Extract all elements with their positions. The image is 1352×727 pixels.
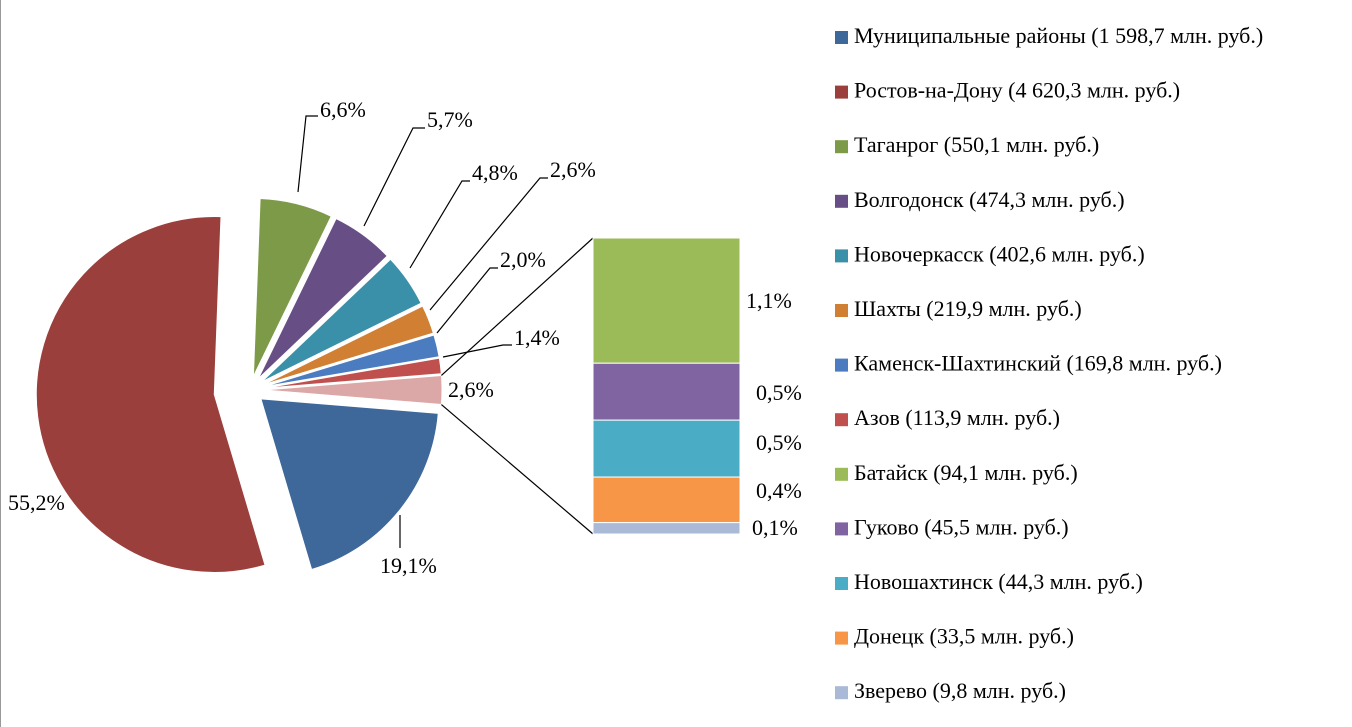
data-label: 0,5%	[756, 430, 802, 455]
bar-segment	[592, 419, 741, 478]
legend-swatch	[835, 304, 848, 317]
data-label: 2,0%	[500, 247, 546, 272]
data-label: 55,2%	[8, 490, 65, 515]
legend-label: Гуково (45,5 млн. руб.)	[854, 514, 1069, 539]
data-label: 19,1%	[380, 553, 437, 578]
pie-slice	[260, 398, 439, 571]
pie-slice	[257, 217, 388, 380]
legend-swatch	[835, 140, 848, 154]
bar-segment	[592, 362, 741, 421]
pie-slice	[263, 357, 442, 389]
legend-label: Каменск-Шахтинский (169,8 млн. руб.)	[854, 351, 1222, 376]
legend-swatch	[835, 467, 848, 481]
data-label: 0,4%	[756, 478, 802, 503]
connector	[441, 404, 594, 535]
data-label: 0,1%	[752, 515, 798, 540]
data-label: 6,6%	[320, 97, 366, 122]
legend-label: Муниципальные районы (1 598,7 млн. руб.)	[854, 23, 1263, 48]
data-label: 1,4%	[514, 325, 560, 350]
legend-label: Батайск (94,1 млн. руб.)	[854, 460, 1078, 485]
legend-label: Таганрог (550,1 млн. руб.)	[854, 132, 1099, 157]
leader-line	[409, 180, 470, 269]
data-label: 5,7%	[427, 107, 473, 132]
pie-slice	[252, 198, 332, 377]
leader-line	[429, 177, 548, 311]
leader-line	[436, 267, 498, 334]
leader-line	[442, 344, 512, 358]
bar-segment	[592, 522, 741, 535]
legend-swatch	[835, 194, 848, 208]
legend-label: Ростов-на-Дону (4 620,3 млн. руб.)	[854, 78, 1180, 103]
legend-swatch	[835, 358, 848, 372]
pie-slice	[263, 334, 440, 388]
bar-segment	[592, 237, 741, 364]
leader-line	[363, 127, 425, 227]
legend-label: Донецк (33,5 млн. руб.)	[854, 624, 1074, 649]
legend-label: Азов (113,9 млн. руб.)	[854, 405, 1060, 430]
pie-slice	[261, 258, 422, 383]
data-label: 0,5%	[756, 380, 802, 405]
bar-segment	[592, 476, 741, 524]
legend-swatch	[835, 686, 848, 700]
pie-slice-other	[263, 374, 443, 406]
legend-swatch	[835, 631, 848, 645]
data-label: 1,1%	[746, 288, 792, 313]
legend-swatch	[835, 31, 848, 44]
legend-swatch	[835, 413, 848, 427]
legend-label: Зверево (9,8 млн. руб.)	[854, 678, 1066, 703]
pie-slice	[35, 216, 266, 573]
leader-line	[297, 115, 318, 193]
data-label: 2,6%	[448, 377, 494, 402]
legend-swatch	[835, 577, 848, 590]
pie-slice	[262, 305, 434, 386]
legend-swatch	[835, 249, 848, 263]
legend-swatch	[835, 522, 848, 536]
legend-label: Шахты (219,9 млн. руб.)	[854, 296, 1082, 321]
legend-swatch	[835, 85, 848, 99]
legend-label: Новошахтинск (44,3 млн. руб.)	[854, 569, 1143, 594]
data-label: 4,8%	[472, 160, 518, 185]
legend-label: Волгодонск (474,3 млн. руб.)	[854, 187, 1125, 212]
data-label: 2,6%	[550, 157, 596, 182]
legend-label: Новочеркасск (402,6 млн. руб.)	[854, 241, 1145, 266]
